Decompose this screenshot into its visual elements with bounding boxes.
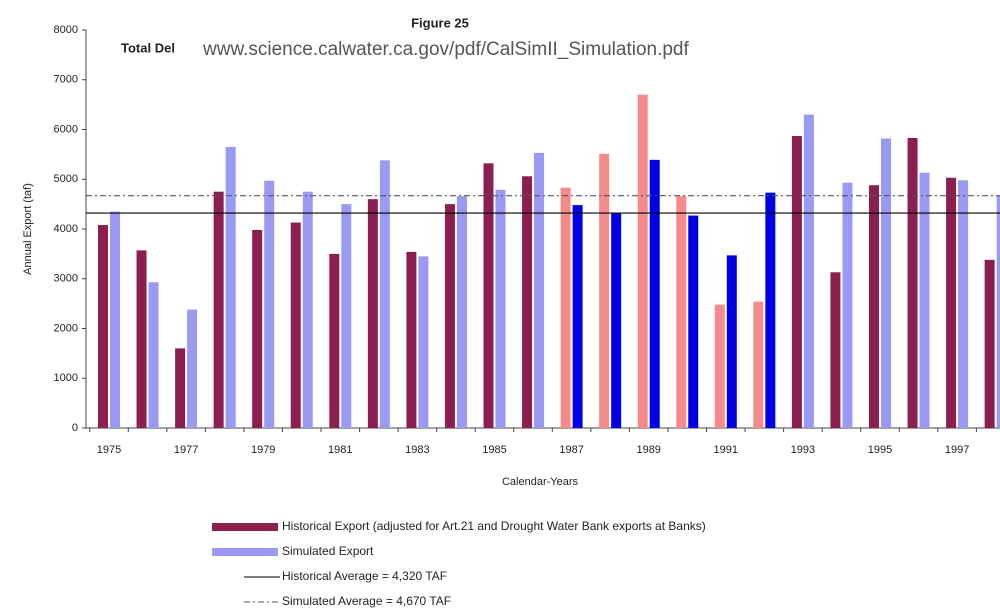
y-tick-label: 2000	[54, 322, 78, 334]
x-tick-label: 1981	[328, 444, 352, 456]
y-tick-label: 7000	[54, 74, 78, 86]
chart-title: Figure 25	[411, 15, 469, 30]
y-axis-label: Annual Export (taf)	[22, 183, 34, 275]
bar	[110, 211, 120, 428]
bar	[252, 229, 263, 428]
legend-label: Historical Export (adjusted for Art.21 a…	[282, 519, 706, 533]
legend-label: Simulated Export	[282, 544, 374, 558]
bar	[791, 135, 802, 428]
bar	[753, 301, 764, 428]
x-tick-label: 1989	[636, 444, 660, 456]
bar	[726, 255, 737, 428]
bar	[599, 153, 610, 428]
y-tick-label: 0	[72, 422, 78, 434]
y-tick-label: 6000	[54, 123, 78, 135]
bar	[406, 251, 417, 428]
bar	[379, 160, 390, 428]
bar	[984, 259, 995, 428]
bar	[483, 163, 494, 428]
x-tick-label: 1993	[791, 444, 815, 456]
bar	[225, 146, 236, 428]
bar	[329, 253, 340, 428]
x-tick-label: 1997	[945, 444, 969, 456]
bar	[367, 199, 378, 428]
bar	[996, 195, 1000, 428]
x-tick-label: 1987	[559, 444, 583, 456]
bar	[803, 114, 814, 428]
bar	[213, 191, 224, 428]
y-tick-label: 3000	[54, 273, 78, 285]
x-tick-label: 1995	[868, 444, 892, 456]
x-tick-label: 1985	[482, 444, 506, 456]
bar	[919, 172, 930, 428]
bar	[907, 137, 918, 428]
bar	[714, 304, 725, 428]
bar	[290, 222, 301, 428]
bar	[946, 177, 957, 428]
x-tick-label: 1979	[251, 444, 275, 456]
legend-swatch	[212, 548, 278, 556]
bar	[136, 250, 147, 428]
bar	[572, 205, 583, 428]
bar	[637, 94, 648, 429]
bar	[444, 204, 455, 428]
bar	[842, 182, 853, 428]
bar	[175, 348, 186, 428]
bar	[98, 225, 108, 428]
bar	[881, 138, 891, 428]
bar	[560, 187, 571, 428]
x-tick-label: 1983	[405, 444, 429, 456]
x-tick-label: 1977	[174, 444, 198, 456]
bar	[688, 215, 699, 428]
bar	[495, 189, 506, 428]
x-axis-label: Calendar-Years	[502, 476, 579, 488]
chart-subtitle: Total Del	[121, 40, 175, 55]
legend-label: Simulated Average = 4,670 TAF	[282, 594, 451, 608]
bar	[418, 256, 429, 428]
bar	[958, 180, 969, 428]
watermark: www.science.calwater.ca.gov/pdf/CalSimII…	[202, 39, 690, 60]
bar	[148, 282, 159, 428]
bar	[534, 152, 545, 428]
x-tick-label: 1991	[714, 444, 738, 456]
bar	[341, 204, 352, 428]
x-tick-label: 1975	[97, 444, 121, 456]
legend-label: Historical Average = 4,320 TAF	[282, 569, 447, 583]
bar	[456, 196, 467, 428]
bar	[187, 309, 198, 428]
bar	[649, 159, 660, 428]
bar	[765, 192, 776, 428]
bar	[869, 185, 879, 428]
bar	[830, 272, 841, 428]
bar	[264, 180, 275, 428]
y-tick-label: 8000	[54, 24, 78, 36]
y-tick-label: 5000	[54, 173, 78, 185]
bar	[611, 213, 622, 428]
y-tick-label: 4000	[54, 223, 78, 235]
bar	[676, 196, 687, 428]
y-tick-label: 1000	[54, 372, 78, 384]
bar	[302, 191, 313, 428]
bar	[522, 176, 533, 428]
legend-swatch	[212, 523, 278, 531]
